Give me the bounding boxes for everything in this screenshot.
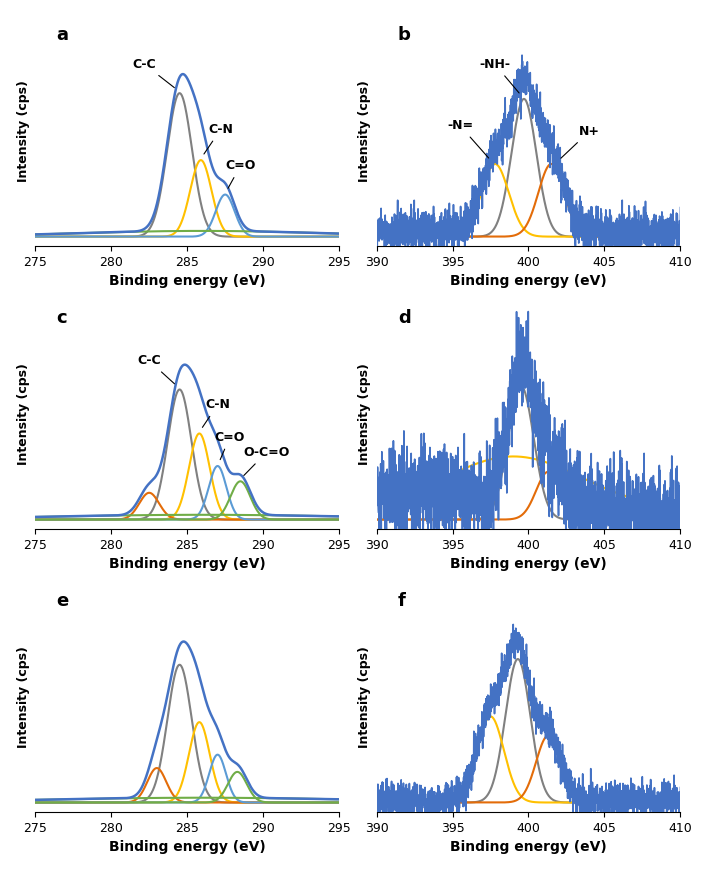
Y-axis label: Intensity (cps): Intensity (cps) [17, 646, 30, 748]
Text: e: e [57, 591, 69, 610]
Y-axis label: Intensity (cps): Intensity (cps) [358, 646, 371, 748]
Text: N+: N+ [561, 125, 600, 159]
Text: C-C: C-C [138, 354, 174, 384]
Text: a: a [57, 26, 69, 44]
Text: C=O: C=O [215, 431, 245, 460]
Y-axis label: Intensity (cps): Intensity (cps) [358, 80, 371, 182]
Text: C-N: C-N [204, 123, 233, 154]
X-axis label: Binding energy (eV): Binding energy (eV) [108, 841, 266, 854]
Text: b: b [398, 26, 411, 44]
Y-axis label: Intensity (cps): Intensity (cps) [17, 363, 30, 465]
X-axis label: Binding energy (eV): Binding energy (eV) [108, 557, 266, 571]
Text: d: d [398, 309, 411, 327]
X-axis label: Binding energy (eV): Binding energy (eV) [108, 274, 266, 288]
X-axis label: Binding energy (eV): Binding energy (eV) [450, 557, 607, 571]
Text: C=O: C=O [225, 159, 255, 188]
X-axis label: Binding energy (eV): Binding energy (eV) [450, 274, 607, 288]
Text: -NH-: -NH- [479, 58, 519, 93]
Text: O-C=O: O-C=O [243, 446, 289, 476]
X-axis label: Binding energy (eV): Binding energy (eV) [450, 841, 607, 854]
Text: c: c [57, 309, 67, 327]
Text: f: f [398, 591, 406, 610]
Text: -N=: -N= [447, 119, 489, 158]
Y-axis label: Intensity (cps): Intensity (cps) [358, 363, 371, 465]
Y-axis label: Intensity (cps): Intensity (cps) [17, 80, 30, 182]
Text: C-N: C-N [202, 398, 230, 428]
Text: C-C: C-C [133, 58, 174, 88]
